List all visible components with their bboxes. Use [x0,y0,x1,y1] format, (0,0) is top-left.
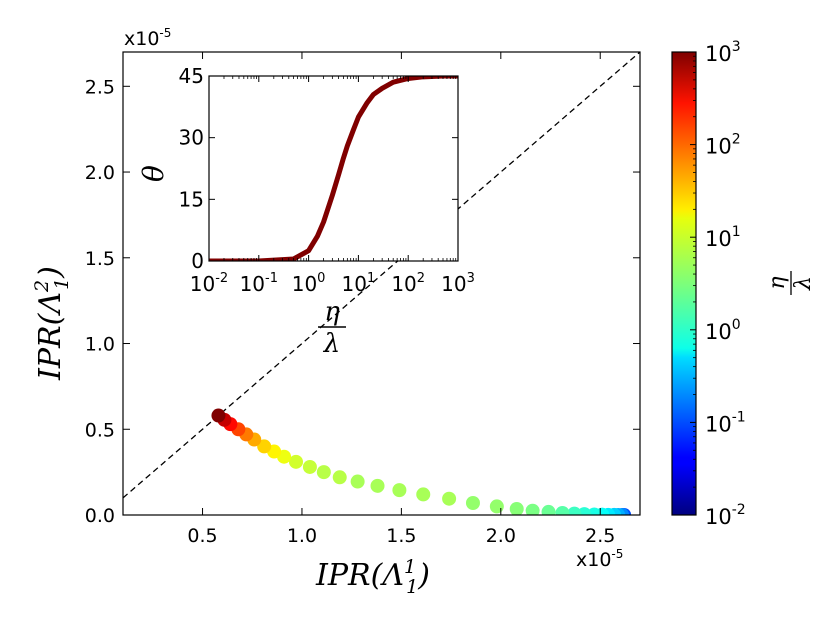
inset-y-tick-label: 15 [179,187,204,211]
main-x-tick-label: 0.5 [187,525,217,547]
colorbar-gradient [671,51,697,516]
inset-x-tick-label: 10-2 [190,271,228,296]
scatter-point [442,491,457,506]
main-x-axis-label: IPR(Λ1 1) [315,556,430,598]
scatter-point [416,487,431,502]
scatter-point [316,465,331,480]
scatter-point [392,483,407,498]
svg-text:η: η [324,297,340,327]
inset-y-tick-label: 30 [179,126,204,150]
colorbar-ticks: 10-2 10-1 100 101 102 103 [690,39,746,529]
inset-x-ticks: 10-2 10-1 100 101 102 103 [190,76,475,296]
main-x-tick-label: 2.5 [585,525,615,547]
main-y-axis-label: IPR(Λ21) [31,266,73,381]
scatter-point [257,439,272,454]
scatter-point [288,454,303,469]
scatter-point [370,478,385,493]
scatter-point [211,408,226,423]
inset-y-tick-label: 0 [191,249,204,273]
inset-x-tick-label: 100 [292,271,326,296]
main-y-tick-label: 2.5 [85,76,115,98]
scatter-point [541,504,556,515]
main-y-tick-label: 1.0 [85,334,115,356]
svg-text:λ: λ [323,329,340,359]
main-x-ticks: 0.5 1.0 1.5 2.0 2.5 [187,52,615,547]
y-multiplier: x10-5 [124,26,171,50]
scatter-point [509,502,524,515]
svg-text:η: η [765,276,790,289]
inset-y-axis-label: θ [137,165,170,182]
inset-x-tick-label: 10-1 [240,271,278,296]
colorbar: 10-2 10-1 100 101 102 103 η λ [671,39,816,529]
x-multiplier: x10-5 [576,547,623,571]
main-y-ticks: 0.0 0.5 1.0 1.5 2.0 2.5 [85,76,640,527]
scatter-point [525,503,540,515]
inset-x-tick-label: 101 [342,271,376,296]
svg-text:λ: λ [791,276,816,291]
inset-plot-frame [208,75,459,262]
scatter-point [555,505,570,515]
main-y-tick-label: 0.0 [85,505,115,527]
scatter-point [489,499,504,514]
colorbar-tick-label: 102 [705,132,741,159]
identity-reference-line [123,52,640,499]
main-y-tick-label: 1.5 [85,248,115,270]
inset-y-tick-label: 45 [179,64,204,88]
inset-plot-area [209,76,458,261]
colorbar-tick-label: 10-2 [705,502,746,529]
colorbar-tick-label: 10-1 [705,409,746,436]
main-y-tick-label: 2.0 [85,162,115,184]
main-y-tick-label: 0.5 [85,419,115,441]
inset-x-tick-label: 103 [441,271,475,296]
scatter-point [332,470,347,485]
inset-theta-curve [209,76,458,261]
main-x-tick-label: 1.5 [386,525,416,547]
main-x-tick-label: 1.0 [287,525,317,547]
scatter-point [465,495,480,510]
scatter-point [350,474,365,489]
scatter-point [567,506,582,515]
inset-y-ticks: 0 15 30 45 [179,64,458,273]
scatter-series [211,408,632,515]
main-plot-frame [122,51,641,516]
scatter-point [302,459,317,474]
colorbar-tick-label: 101 [705,224,741,251]
colorbar-label: η λ [765,271,816,295]
colorbar-tick-label: 100 [705,317,741,344]
inset-plot: 10-2 10-1 100 101 102 103 0 15 30 45 θ η λ [137,64,475,359]
colorbar-tick-label: 103 [705,39,741,66]
inset-x-tick-label: 102 [391,271,425,296]
inset-x-axis-label: η λ [318,297,346,359]
main-x-tick-label: 2.0 [486,525,516,547]
